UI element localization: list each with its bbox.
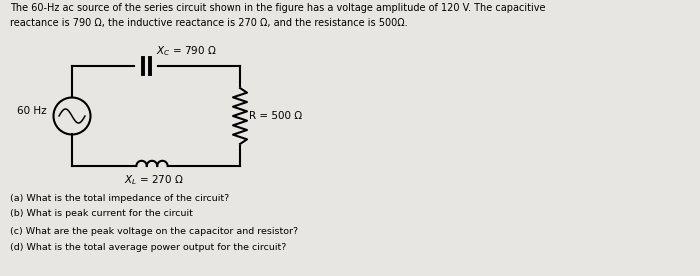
Text: (c) What are the peak voltage on the capacitor and resistor?: (c) What are the peak voltage on the cap… <box>10 227 298 236</box>
Text: reactance is 790 Ω, the inductive reactance is 270 Ω, and the resistance is 500Ω: reactance is 790 Ω, the inductive reacta… <box>10 18 407 28</box>
Text: (b) What is peak current for the circuit: (b) What is peak current for the circuit <box>10 209 193 219</box>
Text: 60 Hz: 60 Hz <box>17 106 47 116</box>
Text: $X_L$ = 270 Ω: $X_L$ = 270 Ω <box>124 173 184 187</box>
Text: The 60-Hz ac source of the series circuit shown in the figure has a voltage ampl: The 60-Hz ac source of the series circui… <box>10 3 545 13</box>
Text: R = 500 Ω: R = 500 Ω <box>249 111 302 121</box>
Text: $X_C$ = 790 Ω: $X_C$ = 790 Ω <box>156 44 217 58</box>
Text: (a) What is the total impedance of the circuit?: (a) What is the total impedance of the c… <box>10 194 230 203</box>
Text: (d) What is the total average power output for the circuit?: (d) What is the total average power outp… <box>10 243 286 251</box>
